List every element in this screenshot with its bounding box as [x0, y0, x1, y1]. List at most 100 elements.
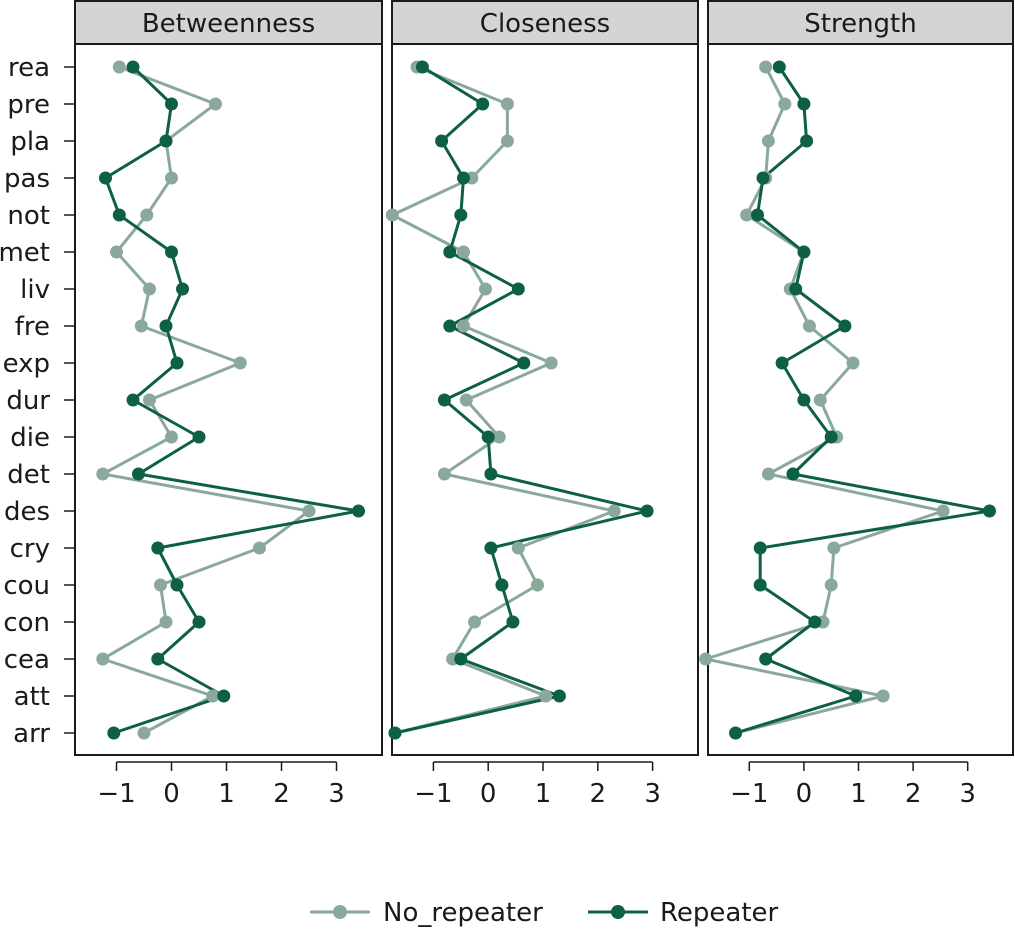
point-strength-repeater-pre: [797, 97, 811, 111]
point-strength-no_repeater-cry: [827, 541, 841, 555]
point-betweenness-repeater-die: [192, 430, 206, 444]
category-label-exp: exp: [3, 349, 50, 379]
category-label-dur: dur: [6, 386, 50, 416]
category-label-met: met: [0, 238, 50, 268]
x-tick-label-closeness-1: 1: [535, 779, 552, 809]
category-label-cou: cou: [3, 571, 50, 601]
point-betweenness-repeater-exp: [170, 356, 184, 370]
x-tick-label-strength--1: −1: [730, 779, 768, 809]
point-betweenness-repeater-dur: [126, 393, 140, 407]
legend-label-repeater: Repeater: [660, 898, 779, 928]
point-strength-no_repeater-pla: [761, 134, 775, 148]
point-betweenness-repeater-met: [165, 245, 178, 259]
point-strength-repeater-pla: [800, 134, 814, 148]
point-strength-repeater-fre: [838, 319, 852, 333]
point-closeness-no_repeater-des: [607, 504, 621, 518]
point-closeness-repeater-pla: [435, 134, 449, 148]
point-betweenness-no_repeater-arr: [137, 726, 151, 740]
point-closeness-no_repeater-fre: [457, 319, 470, 333]
point-strength-no_repeater-att: [876, 689, 890, 703]
x-tick-label-betweenness-2: 2: [273, 779, 290, 809]
x-tick-label-betweenness-1: 1: [218, 779, 235, 809]
point-betweenness-repeater-cou: [170, 578, 184, 592]
category-label-con: con: [3, 608, 50, 638]
point-closeness-repeater-att: [552, 689, 566, 703]
point-closeness-no_repeater-exp: [544, 356, 558, 370]
point-betweenness-repeater-det: [132, 467, 145, 481]
category-label-rea: rea: [8, 53, 50, 83]
point-strength-repeater-dur: [797, 393, 811, 407]
point-strength-no_repeater-cea: [699, 652, 713, 666]
point-closeness-repeater-not: [454, 208, 468, 222]
point-betweenness-no_repeater-not: [140, 208, 154, 222]
legend-marker-repeater: [611, 905, 625, 919]
series-line-closeness-repeater: [394, 65, 649, 735]
point-strength-no_repeater-det: [761, 467, 775, 481]
point-betweenness-no_repeater-die: [165, 430, 178, 444]
point-betweenness-no_repeater-att: [206, 689, 220, 703]
point-betweenness-repeater-fre: [159, 319, 173, 333]
point-strength-repeater-exp: [775, 356, 789, 370]
point-betweenness-no_repeater-det: [96, 467, 110, 481]
point-strength-no_repeater-pre: [778, 97, 792, 111]
point-strength-repeater-arr: [729, 726, 743, 740]
point-closeness-repeater-exp: [517, 356, 531, 370]
point-strength-repeater-des: [983, 504, 996, 518]
category-label-des: des: [4, 497, 50, 527]
point-closeness-no_repeater-cou: [531, 578, 544, 592]
x-tick-label-strength-0: 0: [796, 779, 813, 809]
point-closeness-repeater-cou: [495, 578, 509, 592]
point-closeness-no_repeater-not: [385, 208, 399, 222]
category-label-att: att: [14, 682, 50, 712]
point-strength-repeater-det: [786, 467, 800, 481]
point-betweenness-no_repeater-pre: [209, 97, 222, 111]
point-betweenness-no_repeater-cea: [96, 652, 110, 666]
point-strength-repeater-cry: [753, 541, 767, 555]
point-strength-no_repeater-not: [740, 208, 754, 222]
point-closeness-no_repeater-att: [539, 689, 553, 703]
point-betweenness-repeater-liv: [176, 282, 189, 296]
point-betweenness-repeater-not: [112, 208, 126, 222]
point-closeness-repeater-pre: [476, 97, 490, 111]
category-label-arr: arr: [13, 719, 50, 749]
x-tick-label-betweenness-3: 3: [328, 779, 345, 809]
point-closeness-no_repeater-con: [468, 615, 481, 629]
point-betweenness-no_repeater-met: [110, 245, 123, 259]
x-tick-label-strength-1: 1: [850, 779, 867, 809]
point-strength-repeater-cea: [759, 652, 773, 666]
point-closeness-repeater-cry: [484, 541, 498, 555]
point-strength-repeater-pas: [756, 171, 770, 185]
category-label-die: die: [10, 423, 50, 453]
point-closeness-repeater-liv: [511, 282, 525, 296]
point-strength-repeater-met: [797, 245, 811, 259]
point-closeness-no_repeater-pre: [500, 97, 514, 111]
series-line-strength-repeater: [735, 66, 991, 735]
panel-title-closeness: Closeness: [480, 9, 610, 39]
point-closeness-no_repeater-dur: [459, 393, 473, 407]
point-betweenness-repeater-cry: [151, 541, 165, 555]
x-tick-label-closeness-2: 2: [590, 779, 607, 809]
point-betweenness-no_repeater-exp: [233, 356, 247, 370]
point-betweenness-repeater-des: [352, 504, 365, 518]
point-betweenness-no_repeater-pas: [165, 171, 178, 185]
point-strength-repeater-cou: [753, 578, 767, 592]
point-closeness-repeater-dur: [437, 393, 451, 407]
point-closeness-repeater-die: [481, 430, 495, 444]
series-line-closeness-no_repeater: [390, 65, 616, 735]
point-closeness-no_repeater-det: [437, 467, 451, 481]
category-label-pre: pre: [7, 90, 50, 120]
point-betweenness-no_repeater-fre: [134, 319, 148, 333]
point-strength-repeater-att: [849, 689, 863, 703]
category-label-liv: liv: [20, 275, 50, 305]
point-closeness-repeater-pas: [457, 171, 470, 185]
point-strength-repeater-not: [751, 208, 764, 222]
point-strength-repeater-die: [824, 430, 838, 444]
point-closeness-repeater-rea: [415, 60, 429, 74]
x-tick-label-betweenness-0: 0: [163, 779, 180, 809]
category-label-det: det: [7, 460, 50, 490]
point-betweenness-repeater-cea: [151, 652, 165, 666]
point-strength-repeater-liv: [789, 282, 803, 296]
point-betweenness-repeater-pas: [99, 171, 112, 185]
point-betweenness-repeater-pre: [165, 97, 178, 111]
